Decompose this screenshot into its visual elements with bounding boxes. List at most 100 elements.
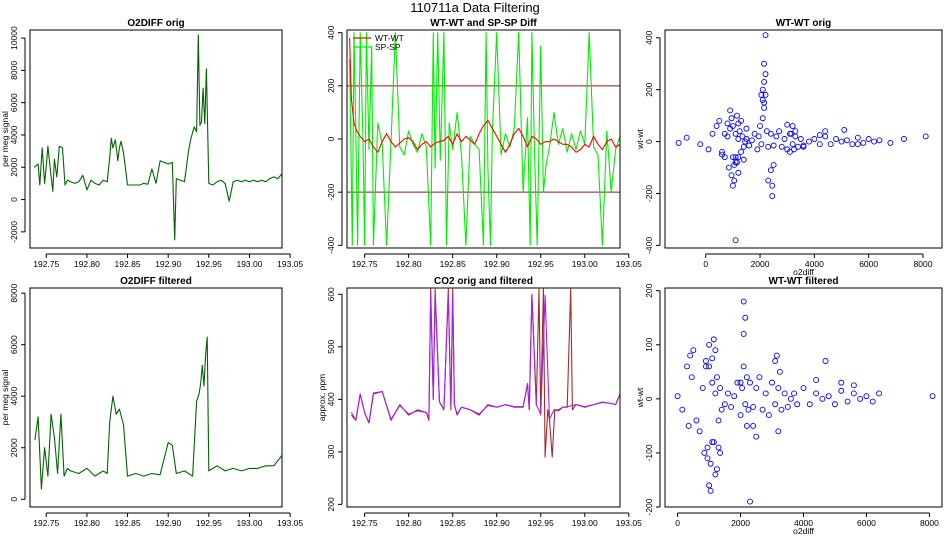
scatter-point bbox=[838, 379, 845, 386]
x-tick-label: 192.90 bbox=[155, 259, 181, 269]
scatter-point bbox=[787, 395, 794, 402]
scatter-point bbox=[693, 417, 700, 424]
scatter-point bbox=[721, 401, 728, 408]
scatter-point bbox=[709, 379, 716, 386]
scatter-point bbox=[762, 390, 769, 397]
x-axis: 192.75 192.80 192.85 192.90 192.95 193.00 193.… bbox=[352, 253, 642, 269]
y-axis-label: per meg signal bbox=[0, 111, 10, 167]
y-axis-label: wt-wt bbox=[635, 387, 645, 408]
scatter-point bbox=[753, 385, 760, 391]
scatter-point bbox=[709, 439, 716, 446]
y-tick-label: -400 bbox=[326, 237, 336, 254]
scatter-point bbox=[738, 149, 744, 155]
y-tick-label: 4000 bbox=[9, 386, 19, 405]
x-tick-label: 193.05 bbox=[277, 518, 303, 528]
scatter-point bbox=[710, 336, 717, 343]
scatter-point bbox=[822, 133, 829, 140]
scatter-point bbox=[822, 358, 829, 364]
x-tick-label: 192.80 bbox=[74, 518, 100, 528]
x-tick-label: 0 bbox=[703, 259, 708, 269]
scatter-point bbox=[781, 136, 788, 142]
series-line-filtered bbox=[350, 293, 620, 424]
x-tick-label: 192.75 bbox=[352, 259, 378, 269]
scatter-point bbox=[715, 417, 722, 424]
scatter-point bbox=[797, 136, 804, 142]
scatter-point bbox=[759, 86, 766, 93]
scatter-point bbox=[718, 406, 725, 413]
scatter-point bbox=[747, 379, 753, 386]
y-tick-label: 200 bbox=[326, 78, 336, 92]
legend-label: SP-SP bbox=[375, 42, 401, 52]
y-tick-label: -2000 bbox=[9, 221, 19, 243]
scatter-point bbox=[679, 406, 686, 413]
x-axis: 192.75 192.80 192.85 192.90 192.95 193.00 193.… bbox=[352, 512, 642, 528]
scatter-point bbox=[704, 444, 711, 451]
scatter-point bbox=[725, 390, 731, 397]
x-tick-label: 193.05 bbox=[616, 259, 642, 269]
scatter-point bbox=[712, 390, 719, 397]
scatter-point bbox=[769, 193, 776, 200]
y-tick-label: 500 bbox=[326, 339, 336, 353]
series-line-wt-wt bbox=[349, 37, 620, 153]
scatter-point bbox=[697, 141, 704, 148]
x-tick-label: 4000 bbox=[794, 518, 813, 528]
scatter-point bbox=[776, 368, 783, 375]
scatter-point bbox=[706, 363, 713, 370]
scatter-point bbox=[838, 387, 845, 394]
scatter-point bbox=[865, 136, 872, 142]
scatter-point bbox=[739, 385, 746, 391]
scatter-point bbox=[732, 237, 739, 244]
scatter-point bbox=[784, 404, 791, 410]
plot-area bbox=[347, 32, 620, 246]
scatter-point bbox=[767, 167, 774, 174]
scatter-point bbox=[929, 393, 936, 400]
scatter-point bbox=[789, 141, 796, 148]
y-tick-label: 0 bbox=[644, 396, 654, 401]
x-tick-label: 8000 bbox=[914, 259, 933, 269]
x-tick-label: 192.85 bbox=[440, 518, 466, 528]
panel-title: CO2 orig and filtered bbox=[434, 276, 533, 287]
scatter-point bbox=[725, 164, 732, 171]
x-axis: 0 2000 4000 6000 8000 o2diff bbox=[675, 512, 939, 536]
scatter-point bbox=[876, 137, 883, 144]
x-tick-label: 193.05 bbox=[277, 259, 303, 269]
scatter-point bbox=[791, 146, 797, 153]
scatter-point bbox=[759, 406, 766, 413]
y-tick-label: 2000 bbox=[9, 158, 19, 177]
y-tick-label: 400 bbox=[326, 392, 336, 406]
x-tick-label: 192.80 bbox=[396, 259, 422, 269]
plot-area bbox=[33, 34, 282, 241]
scatter-point bbox=[735, 154, 742, 161]
x-tick-label: 192.90 bbox=[484, 259, 510, 269]
x-tick-label: 8000 bbox=[920, 518, 939, 528]
scatter-point bbox=[707, 487, 714, 494]
scatter-point bbox=[773, 352, 780, 359]
scatter-point bbox=[778, 143, 785, 150]
plot-frame bbox=[346, 29, 621, 249]
scatter-point bbox=[719, 149, 725, 155]
y-tick-label: -200 bbox=[326, 183, 336, 200]
scatter-point bbox=[772, 358, 779, 364]
x-axis: 192.75 192.80 192.85 192.90 192.95 193.00 193.… bbox=[33, 253, 303, 269]
scatter-point bbox=[769, 379, 775, 386]
scatter-point bbox=[791, 390, 798, 397]
scatter-point bbox=[756, 374, 763, 381]
series-line-sp-sp bbox=[349, 32, 620, 246]
plot-area bbox=[674, 298, 936, 505]
y-tick-label: 200 bbox=[326, 497, 336, 511]
scatter-point bbox=[740, 298, 747, 305]
scatter-point bbox=[844, 137, 850, 144]
panel-title: WT-WT and SP-SP Diff bbox=[430, 18, 537, 29]
scatter-point bbox=[735, 136, 742, 142]
scatter-point bbox=[709, 355, 716, 362]
scatter-point bbox=[707, 460, 714, 467]
scatter-point bbox=[751, 130, 758, 137]
scatter-point bbox=[736, 128, 743, 135]
scatter-point bbox=[706, 482, 713, 489]
x-tick-label: 192.95 bbox=[196, 259, 222, 269]
scatter-point bbox=[684, 363, 690, 370]
